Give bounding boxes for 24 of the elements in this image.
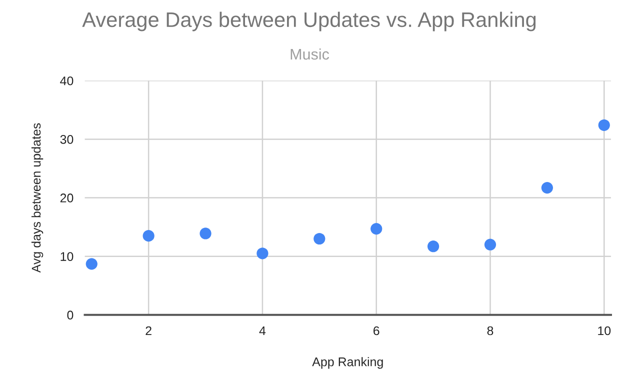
y-tick-label: 20 — [60, 194, 74, 202]
point — [314, 232, 326, 245]
point — [256, 248, 268, 260]
y-tick-label: 0 — [67, 310, 74, 320]
point — [541, 182, 553, 194]
x-tick-label: 6 — [374, 326, 380, 336]
x-tick-label: 8 — [487, 326, 494, 336]
y-tick-label: 30 — [60, 135, 74, 144]
y-axis-title: Avg days between updates — [31, 123, 44, 273]
point — [598, 119, 610, 131]
x-tick-label: 10 — [598, 326, 611, 336]
x-tick-label: 4 — [259, 326, 266, 336]
point — [427, 240, 440, 252]
x-axis-title: App Ranking — [312, 357, 383, 369]
point — [142, 230, 154, 242]
point — [86, 258, 98, 270]
y-tick-label: 10 — [60, 252, 74, 261]
point — [200, 228, 212, 240]
chart-subtitle: Music — [290, 48, 330, 60]
chart-title: Average Days between Updates vs. App Ranking — [82, 12, 536, 32]
point — [484, 238, 496, 250]
y-tick-label: 40 — [60, 76, 74, 86]
point — [370, 222, 382, 235]
x-tick-label: 2 — [146, 326, 152, 336]
